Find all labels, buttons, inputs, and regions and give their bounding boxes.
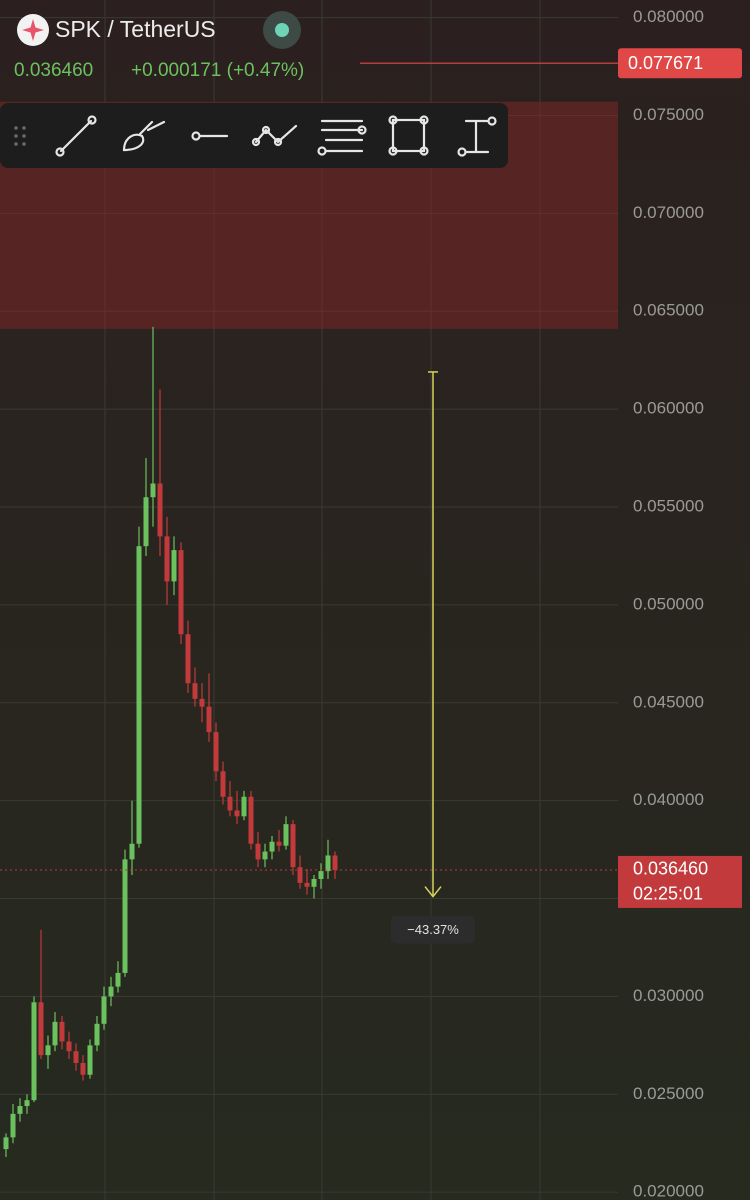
candle-body	[241, 796, 247, 817]
candle-body	[150, 483, 156, 498]
candle-body	[255, 843, 261, 860]
candle-body	[94, 1023, 100, 1046]
y-tick-label: 0.070000	[633, 203, 704, 222]
y-tick-label: 0.040000	[633, 790, 704, 809]
candle-body	[164, 536, 170, 582]
candle-body	[220, 771, 226, 797]
path-tool[interactable]	[251, 124, 298, 147]
status-dot	[275, 23, 289, 37]
drag-handle	[14, 126, 26, 146]
candle-body	[87, 1045, 93, 1075]
toolbar-bg	[0, 103, 508, 168]
candle-body	[171, 550, 177, 582]
candle-body	[290, 824, 296, 868]
y-tick-label: 0.080000	[633, 7, 704, 26]
candle-body	[311, 878, 317, 887]
y-tick-label: 0.045000	[633, 692, 704, 711]
current-price-box	[618, 855, 742, 908]
candle-body	[136, 546, 142, 844]
candle-body	[332, 855, 338, 870]
y-tick-label: 0.020000	[633, 1182, 704, 1200]
candle-body	[262, 851, 268, 860]
alert-price-box	[618, 48, 742, 79]
candle-body	[101, 996, 107, 1024]
candle-body	[248, 796, 254, 844]
candle-body	[304, 882, 310, 887]
y-tick-label: 0.075000	[633, 105, 704, 124]
candle-body	[192, 683, 198, 699]
measure-head	[424, 886, 442, 898]
fib-tool[interactable]	[317, 119, 367, 156]
price-change: +0.000171 (+0.47%)	[131, 60, 304, 81]
measure-label: −43.37%	[407, 922, 459, 937]
last-price: 0.036460	[14, 60, 93, 81]
candle-body	[122, 859, 128, 973]
candle-body	[318, 871, 324, 879]
ray-tool[interactable]	[191, 131, 229, 141]
candle-body	[276, 841, 282, 846]
candle-body	[45, 1045, 51, 1056]
candle-body	[325, 855, 331, 872]
candle-body	[269, 841, 275, 852]
brush-tool[interactable]	[122, 120, 166, 152]
rectangle-tool[interactable]	[388, 115, 429, 156]
candle-body	[297, 867, 303, 883]
candle-body	[227, 796, 233, 811]
candle-body	[283, 824, 289, 846]
price-labels: 0.080000 0.075000 0.070000 0.065000 0.060000…	[618, 7, 742, 1200]
header: SPK / TetherUS 0.036460 +0.000171 (+0.47…	[14, 11, 304, 81]
trend-line-tool[interactable]	[55, 115, 97, 157]
candle-body	[129, 843, 135, 860]
candle-body	[80, 1062, 86, 1075]
current-price-label: 0.036460	[633, 859, 708, 879]
grid	[0, 0, 618, 1200]
candle-body	[178, 550, 184, 635]
candle-body	[234, 810, 240, 817]
symbol: SPK / TetherUS	[55, 16, 216, 42]
candle-body	[206, 706, 212, 733]
y-tick-label: 0.030000	[633, 986, 704, 1005]
candle-body	[157, 483, 163, 537]
y-tick-label: 0.055000	[633, 496, 704, 515]
candle-body	[143, 497, 149, 547]
candle-body	[31, 1002, 37, 1101]
logo-star	[22, 19, 44, 41]
candle-body	[213, 732, 219, 772]
measure-tool[interactable]	[457, 116, 497, 157]
candle-body	[24, 1100, 30, 1107]
candle-body	[108, 986, 114, 997]
candle-body	[199, 698, 205, 707]
y-tick-label: 0.025000	[633, 1084, 704, 1103]
candle-body	[73, 1051, 79, 1063]
candle-body	[38, 1002, 44, 1056]
candle-body	[66, 1041, 72, 1052]
y-tick-label: 0.060000	[633, 399, 704, 418]
candle-body	[59, 1021, 65, 1042]
drawing-toolbar	[0, 103, 508, 168]
candle-body	[3, 1137, 9, 1150]
y-tick-label: 0.065000	[633, 301, 704, 320]
measure-label-bg	[391, 915, 475, 944]
candle-body	[115, 972, 121, 987]
candle-body	[17, 1106, 23, 1114]
y-tick-label: 0.050000	[633, 594, 704, 613]
countdown-label: 02:25:01	[633, 884, 703, 904]
candle-body	[52, 1021, 58, 1046]
alert-price-label: 0.077671	[628, 53, 703, 73]
candle-body	[10, 1113, 16, 1138]
candle-body	[185, 634, 191, 684]
